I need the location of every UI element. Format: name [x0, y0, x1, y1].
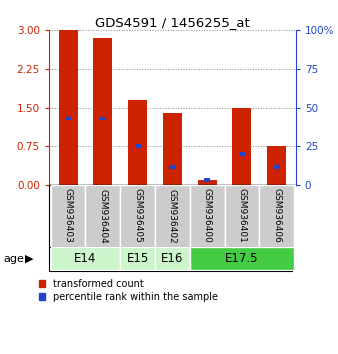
FancyBboxPatch shape [120, 247, 155, 270]
Bar [100, 116, 106, 120]
FancyBboxPatch shape [120, 185, 155, 247]
Text: GSM936400: GSM936400 [203, 188, 212, 243]
Bar [65, 116, 71, 120]
Bar [267, 146, 286, 185]
FancyBboxPatch shape [224, 185, 259, 247]
Text: GSM936402: GSM936402 [168, 189, 177, 243]
Bar [135, 144, 141, 148]
Text: E16: E16 [161, 252, 184, 266]
Bar [198, 180, 217, 185]
Bar [232, 108, 251, 185]
Bar [169, 165, 175, 169]
Bar [58, 30, 78, 185]
FancyBboxPatch shape [49, 247, 292, 271]
FancyBboxPatch shape [51, 185, 86, 247]
Bar [204, 178, 210, 182]
FancyBboxPatch shape [155, 247, 190, 270]
Text: E15: E15 [126, 252, 149, 266]
Text: E14: E14 [74, 252, 97, 266]
Text: age: age [3, 254, 24, 264]
Legend: transformed count, percentile rank within the sample: transformed count, percentile rank withi… [39, 279, 218, 302]
FancyBboxPatch shape [259, 185, 294, 247]
Text: E17.5: E17.5 [225, 252, 259, 266]
Bar [93, 38, 113, 185]
FancyBboxPatch shape [49, 185, 292, 247]
FancyBboxPatch shape [155, 185, 190, 247]
Text: GSM936403: GSM936403 [64, 188, 73, 243]
FancyBboxPatch shape [51, 247, 120, 270]
FancyBboxPatch shape [190, 185, 224, 247]
Text: ▶: ▶ [24, 254, 33, 264]
Text: GSM936406: GSM936406 [272, 188, 281, 243]
FancyBboxPatch shape [190, 247, 294, 270]
Bar [128, 100, 147, 185]
Text: GSM936401: GSM936401 [237, 188, 246, 243]
Title: GDS4591 / 1456255_at: GDS4591 / 1456255_at [95, 16, 250, 29]
Text: GSM936405: GSM936405 [133, 188, 142, 243]
Bar [239, 152, 245, 156]
Text: GSM936404: GSM936404 [98, 189, 107, 243]
Bar [273, 165, 280, 169]
FancyBboxPatch shape [86, 185, 120, 247]
Bar [163, 113, 182, 185]
